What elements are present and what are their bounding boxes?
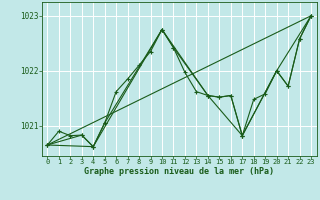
X-axis label: Graphe pression niveau de la mer (hPa): Graphe pression niveau de la mer (hPa) <box>84 167 274 176</box>
